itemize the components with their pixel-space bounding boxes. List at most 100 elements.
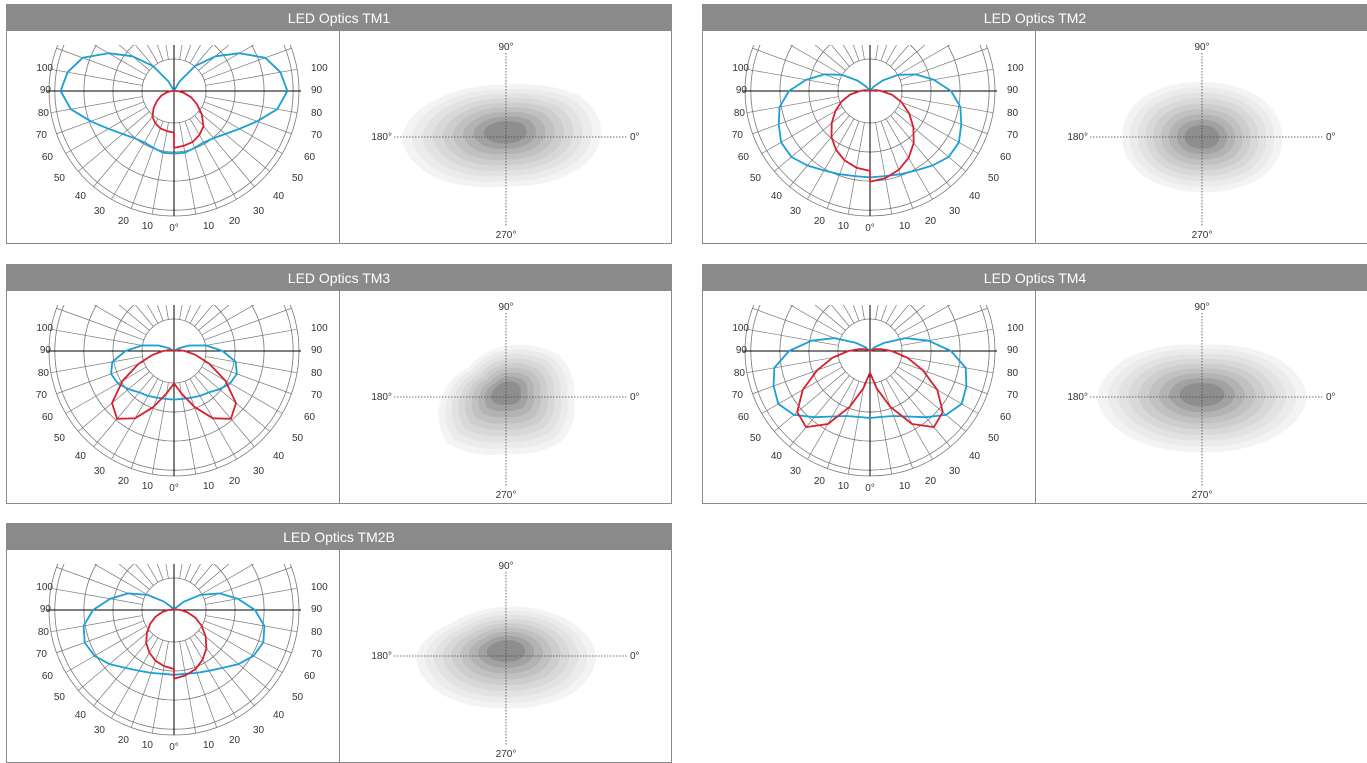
panel-title: LED Optics TM4 — [703, 265, 1367, 291]
polar-radial — [194, 45, 214, 67]
polar-radial — [184, 639, 218, 728]
polar-radial — [184, 380, 218, 469]
polar-radial — [111, 118, 159, 200]
polar-radial — [890, 305, 910, 327]
polar-radial — [50, 356, 143, 374]
polar-radial — [189, 45, 201, 64]
polar-label-right: 40 — [969, 191, 981, 202]
polar-radial — [130, 380, 164, 469]
polar-label-right: 90 — [311, 604, 323, 615]
polar-label-left: 20 — [814, 476, 826, 487]
polar-label-right: 40 — [273, 191, 285, 202]
polar-label-left: 10 — [142, 481, 154, 492]
polar-label-right: 30 — [253, 206, 265, 217]
polar-radial — [890, 375, 951, 447]
polar-radial — [134, 305, 154, 327]
polar-label-left: 60 — [42, 671, 54, 682]
polar-radial — [880, 45, 888, 62]
polar-diagram: 100 90 80 70 60 50 40 30 20 10 100 90 80 70 60 50 40 30 20… — [7, 31, 340, 243]
polar-label-right: 60 — [304, 412, 316, 423]
polar-label-left: 10 — [838, 221, 850, 232]
polar-label-left: 30 — [94, 466, 106, 477]
polar-radial — [194, 305, 214, 327]
polar-radial — [852, 305, 860, 322]
isolux-label-top: 90° — [498, 42, 513, 53]
polar-label-right: 100 — [1007, 63, 1024, 74]
polar-radial — [201, 45, 255, 76]
polar-radial — [789, 305, 843, 336]
polar-radial — [198, 305, 230, 331]
polar-radial — [179, 382, 197, 475]
polar-label-left: 90 — [736, 85, 748, 96]
polar-label-right: 20 — [229, 735, 241, 746]
polar-radial — [111, 637, 159, 719]
polar-radial — [843, 45, 855, 64]
polar-radial — [752, 307, 841, 341]
polar-radial — [901, 68, 994, 86]
polar-radial — [118, 305, 150, 331]
polar-label-left: 60 — [42, 412, 54, 423]
polar-label-left: 40 — [771, 191, 783, 202]
polar-label-right: 50 — [988, 433, 1000, 444]
polar-label-right: 90 — [311, 85, 323, 96]
polar-radial — [830, 305, 850, 327]
polar-radial — [56, 101, 145, 135]
polar-label-left: 10 — [838, 481, 850, 492]
panel-title: LED Optics TM1 — [7, 5, 671, 31]
polar-radial — [56, 620, 145, 654]
polar-radial — [826, 380, 860, 469]
polar-radial — [880, 380, 914, 469]
polar-grid — [743, 45, 997, 217]
polar-radial — [194, 115, 255, 187]
optics-panel-tm1: LED Optics TM1 100 90 80 70 60 50 40 30 20 10 100 9… — [6, 4, 672, 244]
isolux-label-right: 0° — [1326, 392, 1336, 403]
polar-radial — [774, 111, 846, 172]
polar-diagram: 100 90 80 70 60 50 40 30 20 10 100 90 80 70 60 50 40 30 20… — [7, 550, 340, 762]
polar-label-left: 20 — [118, 735, 130, 746]
polar-label-right: 70 — [311, 649, 323, 660]
polar-radial — [147, 564, 159, 583]
polar-radial — [189, 564, 201, 583]
polar-radial — [203, 620, 292, 654]
polar-radial — [179, 641, 197, 734]
polar-radial — [198, 630, 270, 691]
polar-radial — [201, 625, 283, 673]
polar-radial — [752, 361, 841, 395]
c90-c270-curve — [151, 90, 205, 149]
isolux-label-top: 90° — [1194, 42, 1209, 53]
polar-radial — [50, 68, 143, 86]
polar-radial — [890, 45, 910, 67]
c90-c270-curve — [111, 349, 237, 420]
polar-diagram: 100 90 80 70 60 50 40 30 20 10 100 90 80 70 60 50 40 30 20… — [7, 291, 340, 503]
polar-label-left: 100 — [36, 63, 53, 74]
polar-radial — [826, 120, 860, 209]
polar-radial — [56, 47, 145, 81]
polar-radial — [194, 564, 214, 586]
polar-radial — [198, 45, 230, 71]
polar-radial — [56, 361, 145, 395]
polar-radial — [880, 120, 914, 209]
polar-radial — [899, 361, 988, 395]
polar-label-left: 100 — [732, 63, 749, 74]
polar-radial — [789, 45, 843, 76]
polar-label-left: 40 — [771, 451, 783, 462]
isolux-label-right: 0° — [1326, 132, 1336, 143]
polar-label-right: 10 — [899, 481, 911, 492]
polar-label-left: 10 — [142, 221, 154, 232]
polar-radial — [205, 587, 298, 605]
polar-radial — [875, 122, 893, 215]
isolux-label-left: 180° — [1067, 132, 1088, 143]
polar-radial — [189, 118, 237, 200]
isolux-diagram: 90° 270° 180° 0° — [340, 291, 671, 503]
polar-label-right: 50 — [988, 173, 1000, 184]
isolux-diagram: 90° 270° 180° 0° — [340, 550, 671, 762]
isolux-label-left: 180° — [1067, 392, 1088, 403]
polar-label-left: 60 — [738, 412, 750, 423]
polar-radial — [807, 378, 855, 460]
polar-radial — [894, 305, 926, 331]
polar-label-left: 50 — [54, 433, 66, 444]
polar-label-right: 50 — [292, 433, 304, 444]
